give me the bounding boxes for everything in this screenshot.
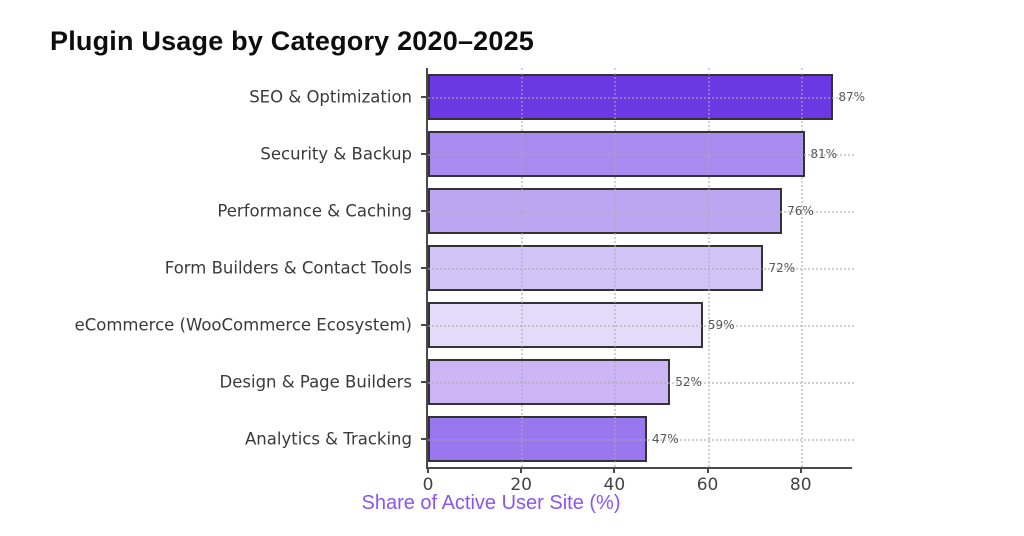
chart-title: Plugin Usage by Category 2020–2025 <box>50 26 535 56</box>
plot-area: 0 20 40 60 80 87% 81% 76% 72% 59% 52% 47% <box>421 68 865 495</box>
y-gridline <box>428 153 854 156</box>
y-gridline <box>428 267 854 270</box>
bar-value-label: 52% <box>675 374 702 389</box>
y-gridline <box>428 96 854 99</box>
category-label: Performance & Caching <box>217 201 412 220</box>
category-axis-labels: SEO & Optimization Security & Backup Perfo… <box>0 68 412 467</box>
category-label: Security & Backup <box>260 144 412 163</box>
x-tick-mark <box>427 467 429 473</box>
y-tick-mark <box>421 266 426 269</box>
y-tick-mark <box>421 209 426 212</box>
x-tick-label: 20 <box>510 475 532 495</box>
x-tick-label: 80 <box>789 475 812 495</box>
bar-value-label: 81% <box>810 146 838 161</box>
y-gridline <box>428 324 854 327</box>
x-axis-label: Share of Active User Site (%) <box>361 492 621 514</box>
bar-value-label: 59% <box>707 317 735 332</box>
y-tick-mark <box>421 152 426 155</box>
x-tick-mark <box>706 467 709 473</box>
y-gridline <box>428 438 854 441</box>
x-tick-label: 40 <box>603 475 626 495</box>
bar-value-label: 76% <box>787 203 814 218</box>
x-tick-label: 60 <box>696 475 719 495</box>
x-tick-mark <box>799 467 802 473</box>
category-label: Form Builders & Contact Tools <box>164 258 412 277</box>
bar-value-label: 87% <box>838 89 866 104</box>
y-tick-mark <box>421 437 426 440</box>
y-gridline <box>428 210 854 213</box>
x-tick-label: 0 <box>422 475 434 495</box>
x-tick-mark <box>520 467 523 473</box>
y-tick-mark <box>421 95 426 98</box>
bar-value-label: 47% <box>651 431 679 446</box>
y-gridline <box>428 381 854 384</box>
category-label: SEO & Optimization <box>249 87 412 106</box>
category-label: Analytics & Tracking <box>245 429 412 448</box>
y-tick-mark <box>421 380 426 383</box>
category-label: Design & Page Builders <box>219 372 412 391</box>
category-label: eCommerce (WooCommerce Ecosystem) <box>74 315 412 334</box>
y-tick-mark <box>421 323 426 326</box>
bar-value-label: 72% <box>768 260 796 275</box>
x-tick-mark <box>613 467 616 473</box>
